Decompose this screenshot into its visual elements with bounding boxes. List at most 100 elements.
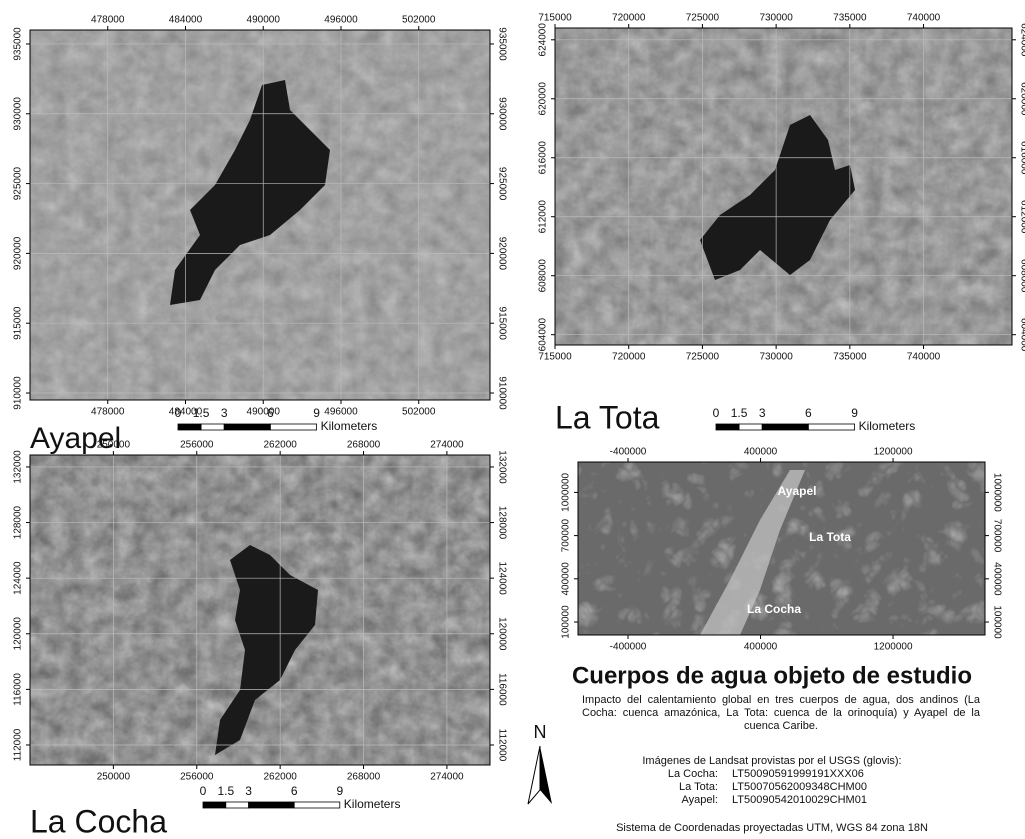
x-tick-label: 400000: [744, 447, 778, 458]
north-arrow: [527, 745, 541, 805]
scene-id: LT50070562009348CHM00: [732, 781, 867, 793]
y-tick-label: 100000: [991, 605, 1002, 639]
scene-lake: Ayapel:: [682, 794, 719, 806]
y-tick-label: 915000: [13, 306, 24, 340]
y-tick-label: 920000: [13, 236, 24, 270]
y-tick-label: 116000: [496, 673, 507, 706]
map-frame: [554, 27, 1013, 346]
x-tick-label: -400000: [610, 447, 647, 458]
layout-title: Cuerpos de agua objeto de estudio: [572, 662, 972, 689]
y-tick-label: 935000: [13, 27, 24, 61]
x-tick-label: 1200000: [874, 642, 913, 653]
map-title: La Cocha: [30, 803, 167, 839]
scene-lake: La Tota:: [679, 781, 718, 793]
scale-label: 0: [200, 784, 207, 798]
x-tick-label: 478000: [91, 15, 125, 26]
x-tick-label: 268000: [347, 440, 381, 451]
x-tick-label: 1200000: [874, 447, 913, 458]
x-tick-label: 400000: [744, 642, 778, 653]
y-tick-label: 400000: [561, 562, 572, 596]
y-tick-label: 620000: [538, 82, 549, 116]
y-tick-label: 1000000: [561, 472, 572, 511]
y-tick-label: 920000: [496, 237, 507, 271]
scale-label: 6: [805, 406, 812, 420]
y-tick-label: 910000: [496, 376, 507, 410]
y-tick-label: 620000: [1018, 82, 1025, 116]
y-tick-label: 128000: [496, 506, 507, 540]
y-tick-label: 612000: [1018, 200, 1025, 234]
y-tick-label: 120000: [496, 617, 507, 651]
x-tick-label: 256000: [180, 440, 214, 451]
x-tick-label: 735000: [833, 13, 867, 24]
x-tick-label: 502000: [402, 15, 436, 26]
scale-label: 0: [713, 406, 720, 420]
map-title: La Tota: [555, 399, 660, 435]
scale-label: 9: [851, 406, 858, 420]
map-title: Ayapel: [30, 422, 121, 455]
x-tick-label: 725000: [686, 13, 720, 24]
lake: [170, 80, 330, 305]
scale-unit: Kilometers: [859, 419, 916, 433]
scale-label: 0: [175, 406, 182, 420]
y-tick-label: 124000: [496, 561, 507, 595]
scene-id: LT50090542010029CHM01: [732, 794, 867, 806]
scene-id: LT50090591999191XXX06: [732, 768, 864, 780]
scale-segment: [715, 423, 740, 431]
x-tick-label: 715000: [538, 352, 572, 363]
scale-unit: Kilometers: [344, 797, 401, 811]
y-tick-label: 400000: [991, 562, 1002, 596]
x-tick-label: 484000: [169, 15, 203, 26]
x-tick-label: 715000: [538, 13, 572, 24]
scale-label: 3: [759, 406, 766, 420]
y-tick-label: 624000: [538, 23, 549, 57]
scale-segment: [808, 423, 856, 431]
y-tick-label: 128000: [13, 505, 24, 539]
x-tick-label: -400000: [610, 642, 647, 653]
imagery-heading: Imágenes de Landsat provistas por el USG…: [642, 755, 901, 767]
y-tick-label: 608000: [1018, 259, 1025, 293]
north-label: N: [534, 722, 547, 742]
y-tick-label: 930000: [13, 97, 24, 131]
scale-unit: Kilometers: [321, 419, 378, 433]
x-tick-label: 256000: [180, 772, 214, 783]
scale-segment: [248, 801, 295, 809]
x-tick-label: 730000: [759, 352, 793, 363]
scale-segment: [200, 423, 225, 431]
y-tick-label: 112000: [496, 729, 507, 762]
x-tick-label: 478000: [91, 407, 125, 418]
y-tick-label: 608000: [538, 259, 549, 293]
y-tick-label: 910000: [13, 376, 24, 410]
y-tick-label: 604000: [538, 318, 549, 352]
scale-label: 6: [291, 784, 298, 798]
x-tick-label: 262000: [263, 772, 297, 783]
map-frame: [29, 29, 491, 401]
x-tick-label: 262000: [263, 440, 297, 451]
crs: Sistema de Coordenadas proyectadas UTM, …: [616, 822, 928, 834]
y-tick-label: 700000: [561, 518, 572, 552]
scale-label: 6: [267, 406, 274, 420]
x-tick-label: 268000: [347, 772, 381, 783]
andes: [700, 470, 805, 635]
x-tick-label: 725000: [686, 352, 720, 363]
scale-label: 9: [336, 784, 343, 798]
y-tick-label: 925000: [496, 167, 507, 201]
lake-label: Ayapel: [778, 484, 817, 498]
y-tick-label: 124000: [13, 561, 24, 595]
map-frame: [29, 454, 491, 766]
lake: [215, 545, 318, 755]
x-tick-label: 720000: [612, 352, 646, 363]
scale-label: 3: [245, 784, 252, 798]
y-tick-label: 604000: [1018, 318, 1025, 352]
y-tick-label: 612000: [538, 200, 549, 234]
y-tick-label: 624000: [1018, 23, 1025, 57]
x-tick-label: 250000: [97, 772, 131, 783]
scale-label: 1.5: [217, 784, 234, 798]
x-tick-label: 274000: [430, 772, 464, 783]
x-tick-label: 496000: [324, 15, 358, 26]
x-tick-label: 740000: [907, 13, 941, 24]
lake-label: La Cocha: [747, 602, 801, 616]
scale-segment: [225, 801, 250, 809]
scale-label: 9: [313, 406, 320, 420]
scale-label: 1.5: [731, 406, 748, 420]
scale-segment: [738, 423, 763, 431]
